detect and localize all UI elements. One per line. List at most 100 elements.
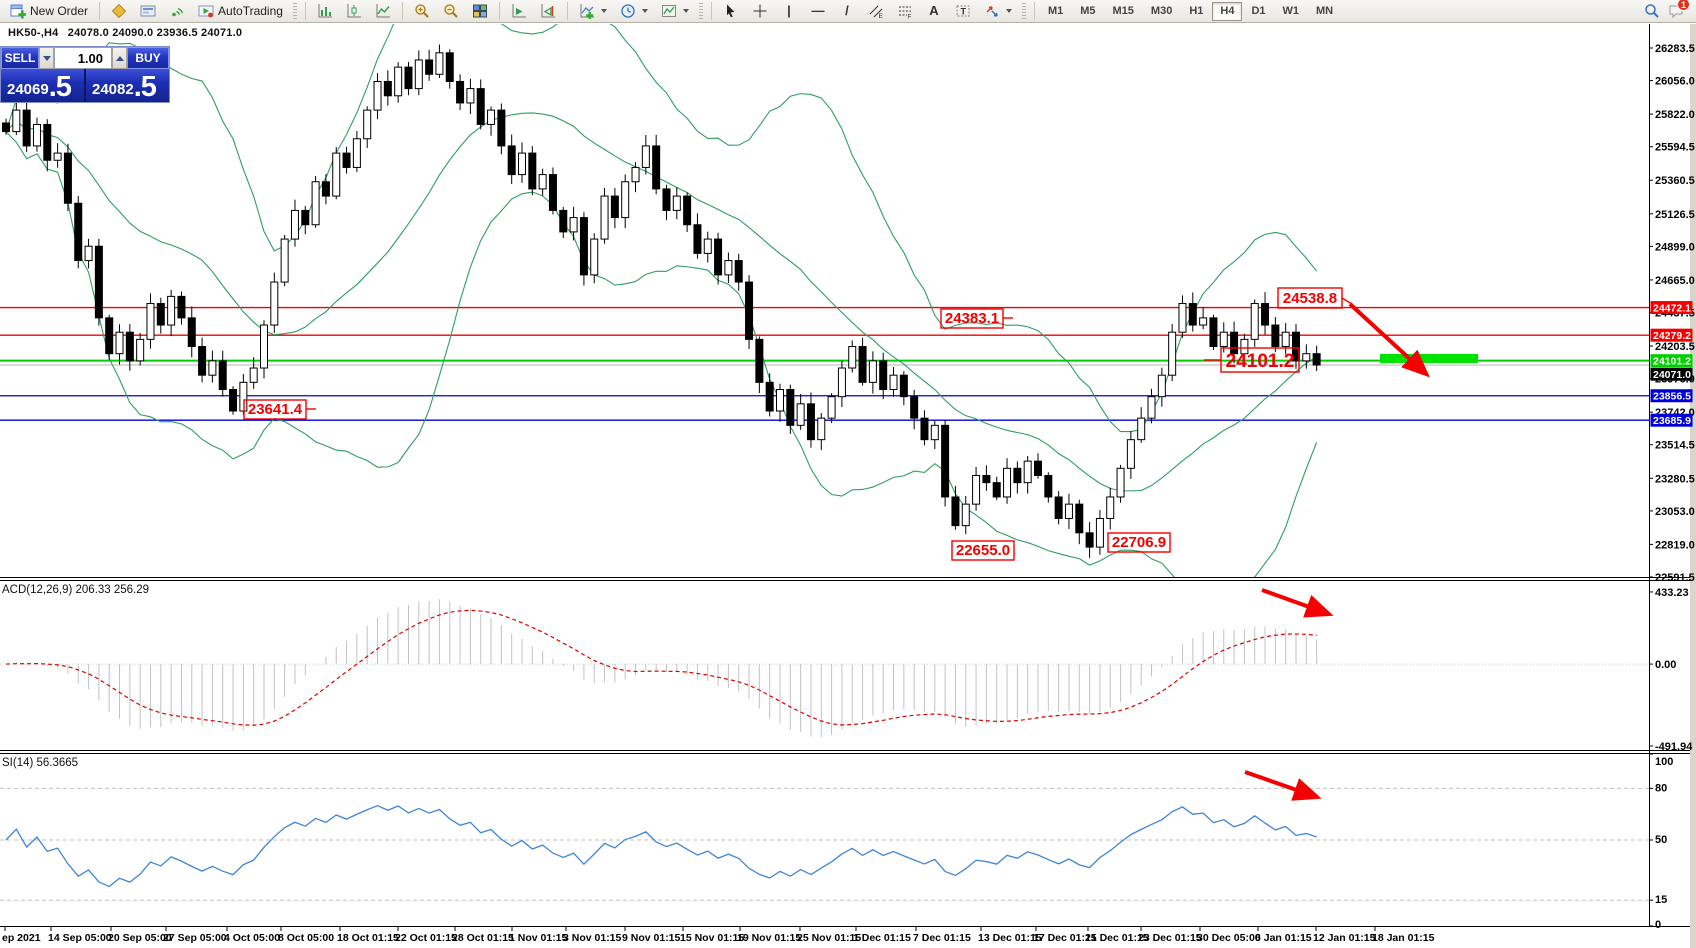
svg-text:19 Nov 01:15: 19 Nov 01:15 xyxy=(737,932,801,944)
text-tool-button[interactable]: A xyxy=(920,1,948,21)
svg-text:27 Sep 05:00: 27 Sep 05:00 xyxy=(163,932,227,944)
svg-text:3 Nov 01:15: 3 Nov 01:15 xyxy=(563,932,622,944)
chat-button[interactable]: 1 xyxy=(1668,0,1690,19)
tile-windows-icon xyxy=(472,4,487,18)
svg-text:E: E xyxy=(878,13,883,19)
svg-text:0: 0 xyxy=(1655,919,1661,931)
autotrading-label: AutoTrading xyxy=(218,4,283,18)
text-icon: A xyxy=(929,3,939,18)
svg-text:22706.9: 22706.9 xyxy=(1112,534,1166,551)
indicators-icon xyxy=(580,4,594,19)
crosshair-tool-button[interactable] xyxy=(746,1,774,21)
svg-text:T: T xyxy=(960,7,966,17)
tf-m30[interactable]: M30 xyxy=(1150,5,1173,17)
svg-text:26056.0: 26056.0 xyxy=(1655,76,1695,88)
arrows-tool-button[interactable] xyxy=(978,1,1018,21)
signals-button[interactable] xyxy=(163,1,191,21)
auto-scroll-button[interactable] xyxy=(505,1,533,21)
svg-text:24071.0: 24071.0 xyxy=(1653,369,1691,381)
svg-text:25822.0: 25822.0 xyxy=(1655,109,1695,121)
triangle-up-icon xyxy=(115,55,124,61)
crosshair-icon xyxy=(753,4,767,18)
chart-shift-button[interactable] xyxy=(534,1,562,21)
svg-text:80: 80 xyxy=(1655,782,1667,794)
zoom-out-icon xyxy=(444,4,458,18)
volume-decrease-button[interactable] xyxy=(39,47,54,69)
templates-dropdown-caret xyxy=(682,9,689,13)
sell-button[interactable]: SELL xyxy=(1,47,39,69)
tf-d1[interactable]: D1 xyxy=(1251,5,1266,17)
new-order-label: New Order xyxy=(30,4,89,18)
tf-mn[interactable]: MN xyxy=(1316,5,1334,17)
candlestick-mode-button[interactable] xyxy=(340,1,368,21)
tf-h4[interactable]: H4 xyxy=(1212,1,1243,21)
templates-button[interactable] xyxy=(655,1,695,21)
chart-shift-icon xyxy=(541,4,555,18)
bar-chart-icon xyxy=(318,4,332,18)
triangle-down-icon xyxy=(42,55,51,61)
buy-price[interactable]: 24082.5 xyxy=(84,69,169,102)
indicators-button[interactable] xyxy=(573,1,613,21)
svg-text:28 Oct 01:15: 28 Oct 01:15 xyxy=(452,932,514,944)
price-badge xyxy=(1650,413,1693,427)
svg-text:433.23: 433.23 xyxy=(1655,587,1689,599)
horizontal-line-icon: — xyxy=(811,3,825,18)
channel-tool-button[interactable]: E xyxy=(862,1,890,21)
autotrading-button[interactable]: AutoTrading xyxy=(192,1,289,21)
search-icon[interactable] xyxy=(1644,3,1660,19)
fibonacci-icon: F xyxy=(898,6,911,19)
tf-h1[interactable]: H1 xyxy=(1189,5,1204,17)
vertical-line-tool-button[interactable]: | xyxy=(775,1,803,21)
tf-m5[interactable]: M5 xyxy=(1080,5,1096,17)
metaeditor-button[interactable] xyxy=(105,1,133,21)
line-chart-mode-button[interactable] xyxy=(369,1,397,21)
tf-w1[interactable]: W1 xyxy=(1282,5,1300,17)
bar-chart-mode-button[interactable] xyxy=(311,1,339,21)
sell-price[interactable]: 24069.5 xyxy=(1,69,84,102)
price-axis: 26283.5 26056.0 25822.0 25594.5 25360.5 25126… xyxy=(1649,43,1695,931)
svg-text:ep 2021: ep 2021 xyxy=(2,932,41,944)
annotations-layer: 24538.8 24383.1 24101.2 23641.4 22655.0 22706… xyxy=(243,287,1353,561)
svg-text:15: 15 xyxy=(1655,894,1667,906)
line-chart-icon xyxy=(376,4,390,18)
svg-text:13 Dec 01:15: 13 Dec 01:15 xyxy=(978,932,1042,944)
svg-text:22 Oct 01:15: 22 Oct 01:15 xyxy=(395,932,457,944)
horizontal-line-tool-button[interactable]: — xyxy=(804,1,832,21)
candles-layer xyxy=(2,44,1321,558)
cursor-tool-button[interactable] xyxy=(717,1,745,21)
tf-m1[interactable]: M1 xyxy=(1047,5,1064,17)
periods-button[interactable] xyxy=(614,1,654,21)
rsi-pane xyxy=(0,787,1649,901)
tf-m15[interactable]: M15 xyxy=(1112,5,1134,17)
text-label-icon: T xyxy=(956,5,970,17)
volume-increase-button[interactable] xyxy=(112,47,127,69)
autotrading-icon xyxy=(198,5,214,18)
new-order-button[interactable]: New Order xyxy=(4,1,94,21)
red-trend-arrow xyxy=(1244,770,1322,801)
terminal-icon xyxy=(140,5,156,17)
metaeditor-icon xyxy=(111,3,127,19)
zoom-in-button[interactable] xyxy=(408,1,436,21)
svg-text:24538.8: 24538.8 xyxy=(1283,290,1337,307)
buy-button[interactable]: BUY xyxy=(127,47,169,69)
trendline-tool-button[interactable]: / xyxy=(833,1,861,21)
svg-text:24899.0: 24899.0 xyxy=(1655,241,1695,253)
green-zone xyxy=(1380,354,1478,363)
svg-text:23685.9: 23685.9 xyxy=(1653,415,1691,427)
fibonacci-tool-button[interactable]: F xyxy=(891,1,919,21)
text-label-tool-button[interactable]: T xyxy=(949,1,977,21)
zoom-out-button[interactable] xyxy=(437,1,465,21)
candlestick-chart-icon xyxy=(347,4,361,18)
window-edge-strip xyxy=(1690,24,1696,948)
svg-text:23514.5: 23514.5 xyxy=(1655,440,1695,452)
svg-text:4 Oct 05:00: 4 Oct 05:00 xyxy=(224,932,280,944)
svg-text:7 Dec 01:15: 7 Dec 01:15 xyxy=(913,932,971,944)
svg-text:22819.0: 22819.0 xyxy=(1655,539,1695,551)
terminal-button[interactable] xyxy=(134,1,162,21)
bollinger-upper xyxy=(5,24,1318,433)
new-order-icon xyxy=(10,4,26,19)
volume-input[interactable] xyxy=(54,47,112,69)
tile-windows-button[interactable] xyxy=(466,1,494,21)
svg-text:6 Jan 01:15: 6 Jan 01:15 xyxy=(1255,932,1312,944)
